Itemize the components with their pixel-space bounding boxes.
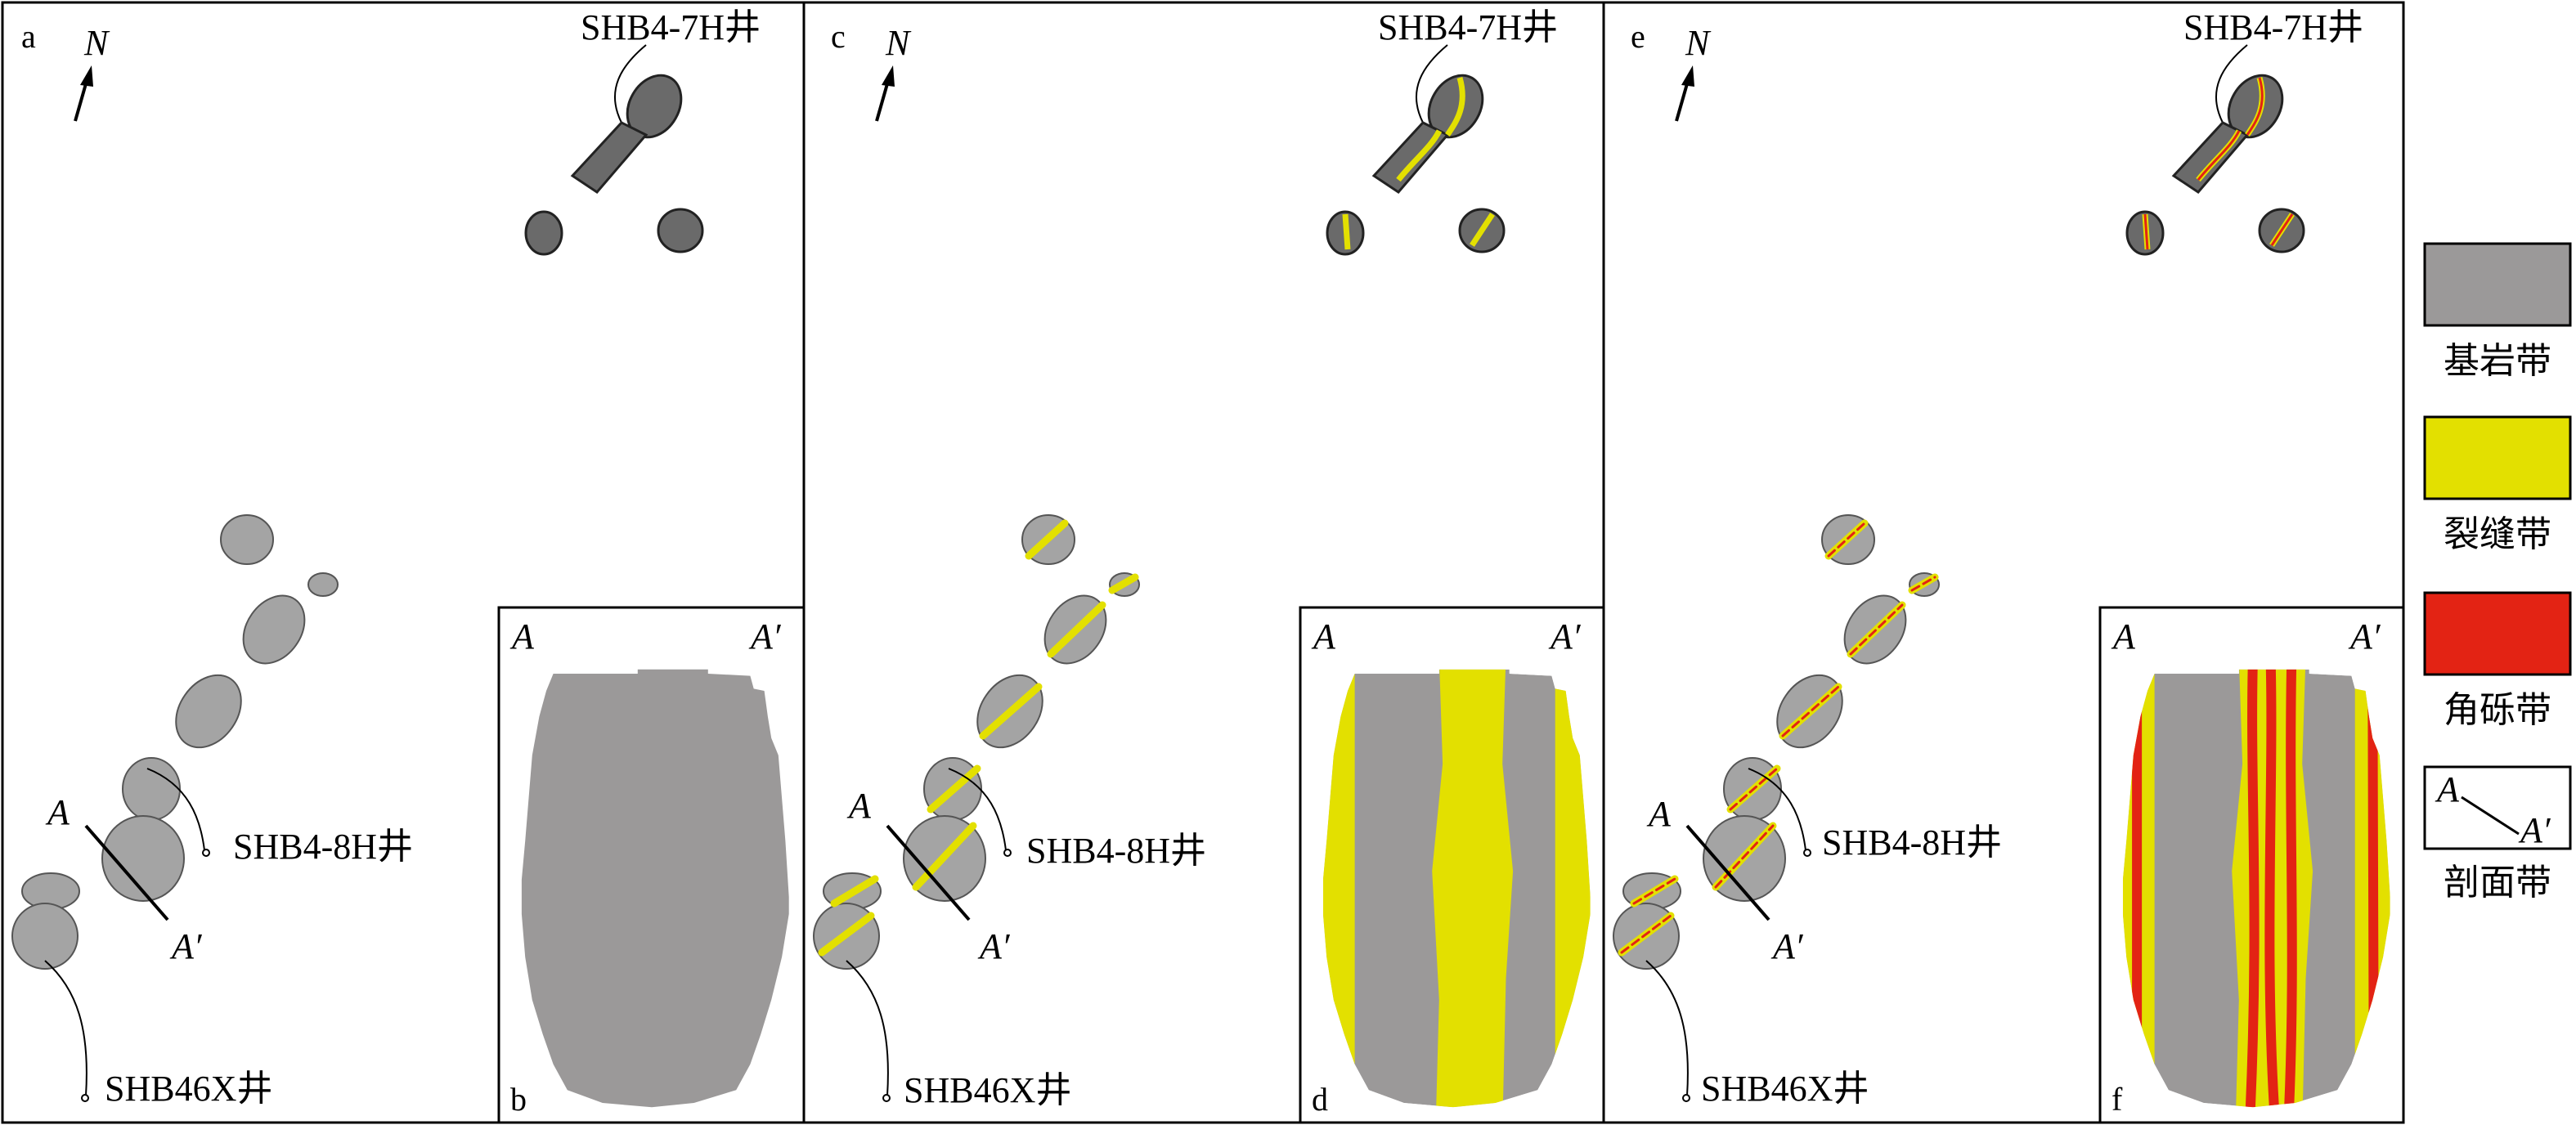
section-label-a-prime: A′ — [977, 926, 1011, 966]
inset-label-a: A — [1311, 616, 1336, 657]
well-label-shb46x: SHB46X井 — [105, 1069, 272, 1109]
well-trajectory-shb46x — [44, 960, 88, 1096]
panel-b: A A′ b — [497, 606, 806, 1124]
section-line — [1685, 824, 1770, 921]
section-label-a: A — [1646, 794, 1672, 834]
panel-letter-b: b — [510, 1081, 527, 1118]
section-label-a-prime: A′ — [169, 926, 203, 966]
north-arrow: N — [74, 23, 110, 122]
inset-label-a-prime: A′ — [1548, 616, 1582, 657]
karst-bodies-south — [1613, 514, 1940, 970]
well-label-shb4-7h: SHB4-7H井 — [2183, 7, 2363, 47]
section-line — [84, 824, 169, 921]
well-label-shb4-8h: SHB4-8H井 — [1026, 831, 1206, 871]
karst-bodies-north — [2125, 74, 2305, 256]
legend: 基岩带 裂缝带 角砾带 A A′ 剖面带 — [2423, 242, 2572, 903]
legend-label-breccia: 角砾带 — [2444, 690, 2551, 730]
legend-section-a-prime: A′ — [2518, 810, 2551, 850]
well-label-shb4-7h: SHB4-7H井 — [581, 7, 761, 47]
panel-a: a N SHB4-7H井 SHB4-8H井 SHB46X井 — [11, 7, 761, 1109]
panel-letter-f: f — [2112, 1081, 2123, 1118]
karst-bodies-south — [813, 514, 1140, 970]
legend-label-bedrock: 基岩带 — [2444, 341, 2551, 381]
legend-item-bedrock: 基岩带 — [2423, 242, 2572, 381]
well-label-shb46x: SHB46X井 — [904, 1070, 1071, 1110]
well-trajectory-shb46x — [1645, 960, 1689, 1096]
panel-e: e N SHB4-7H井 SH — [1613, 7, 2363, 1109]
well-trajectory-shb4-7h — [2215, 44, 2248, 123]
well-trajectory-shb4-7h — [613, 44, 647, 123]
well-label-shb4-7h: SHB4-7H井 — [1378, 7, 1558, 47]
panel-c: c N SHB4-7H井 SHB4-8H井 — [813, 7, 1558, 1110]
well-label-shb4-8h: SHB4-8H井 — [233, 827, 413, 867]
legend-label-section: 剖面带 — [2444, 863, 2551, 903]
karst-bodies-north — [524, 74, 704, 256]
section-label-a: A — [846, 786, 872, 826]
inset-label-a-prime: A′ — [2348, 616, 2381, 657]
section-label-a-prime: A′ — [1770, 926, 1804, 966]
legend-item-breccia: 角砾带 — [2423, 591, 2572, 730]
well-trajectory-shb46x — [846, 960, 889, 1096]
north-label: N — [83, 23, 110, 63]
legend-item-fracture: 裂缝带 — [2423, 415, 2572, 554]
legend-item-section: A A′ 剖面带 — [2423, 765, 2572, 903]
well-trajectory-shb4-7h — [1415, 44, 1448, 123]
karst-bodies-south — [11, 514, 339, 970]
north-arrow: N — [875, 23, 912, 122]
karst-bodies-north — [1326, 74, 1506, 256]
section-label-a: A — [45, 792, 70, 832]
panel-d: A A′ d — [1299, 606, 1605, 1124]
legend-label-fracture: 裂缝带 — [2444, 514, 2551, 554]
panel-letter-a: a — [21, 18, 36, 55]
inset-label-a-prime: A′ — [748, 616, 782, 657]
panel-letter-e: e — [1631, 18, 1645, 55]
north-arrow: N — [1675, 23, 1712, 122]
north-label: N — [1685, 23, 1712, 63]
well-trajectory-shb4-8h — [146, 768, 205, 851]
well-label-shb46x: SHB46X井 — [1701, 1069, 1869, 1109]
well-trajectory-shb4-8h — [1748, 768, 1806, 851]
inset-label-a: A — [2111, 616, 2136, 657]
panel-letter-c: c — [831, 18, 846, 55]
panel-letter-d: d — [1312, 1081, 1328, 1118]
inset-label-a: A — [509, 616, 535, 657]
legend-section-a: A — [2435, 769, 2460, 809]
section-line — [886, 824, 971, 921]
north-label: N — [885, 23, 912, 63]
well-label-shb4-8h: SHB4-8H井 — [1822, 822, 2002, 863]
panel-f: A A′ f — [2098, 606, 2405, 1124]
panel-e-frame — [1602, 1, 2405, 1124]
well-trajectory-shb4-8h — [948, 768, 1007, 851]
